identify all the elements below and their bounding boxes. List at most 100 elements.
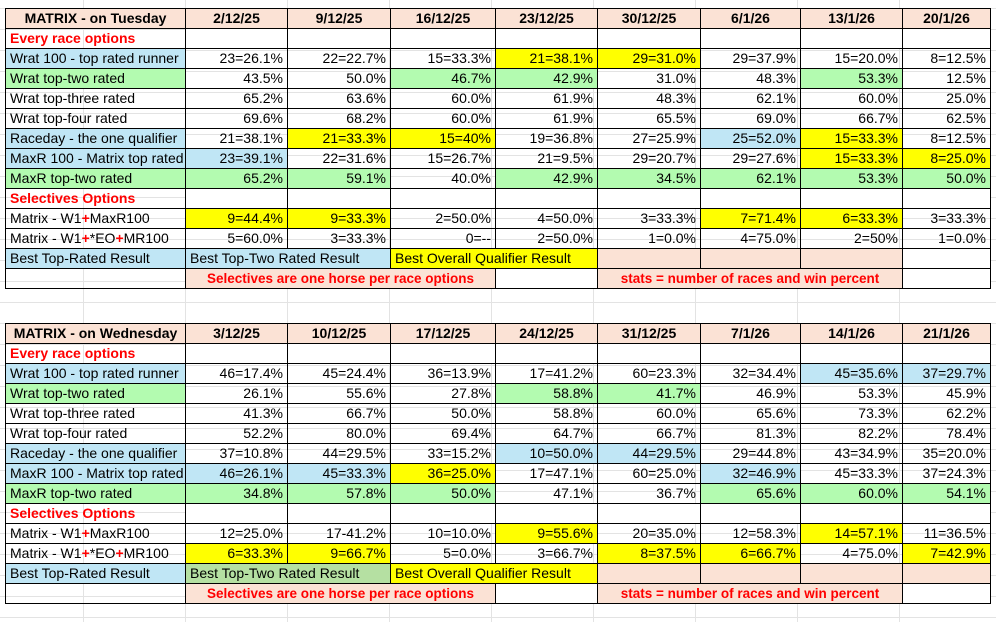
stat-cell[interactable]: 15=26.7% [390, 148, 496, 169]
stat-cell[interactable]: 21=9.5% [495, 148, 598, 169]
stat-cell[interactable]: 46=17.4% [185, 363, 288, 384]
stat-cell[interactable]: 80.0% [287, 423, 391, 444]
stat-cell[interactable]: 47.1% [495, 483, 598, 504]
stat-cell[interactable]: 5=60.0% [185, 228, 288, 249]
date-header[interactable]: 23/12/25 [495, 8, 598, 29]
stat-cell[interactable]: 81.3% [700, 423, 801, 444]
stat-cell[interactable]: 65.2% [185, 88, 288, 109]
stat-cell[interactable]: 45=24.4% [287, 363, 391, 384]
stat-cell[interactable]: 66.7% [287, 403, 391, 424]
row-label[interactable]: Raceday - the one qualifier [5, 443, 186, 464]
stat-cell[interactable]: 4=75.0% [700, 228, 801, 249]
stat-cell[interactable]: 66.7% [800, 108, 903, 129]
empty-cell[interactable] [390, 503, 496, 524]
stat-cell[interactable]: 36=25.0% [390, 463, 496, 484]
stat-cell[interactable]: 1=0.0% [597, 228, 701, 249]
stat-cell[interactable]: 42.9% [495, 168, 598, 189]
stat-cell[interactable]: 36=13.9% [390, 363, 496, 384]
stat-cell[interactable]: 53.3% [800, 383, 903, 404]
empty-cell[interactable] [902, 583, 991, 604]
stat-cell[interactable]: 21=38.1% [185, 128, 288, 149]
stat-cell[interactable]: 19=36.8% [495, 128, 598, 149]
empty-cell[interactable] [185, 503, 288, 524]
stat-cell[interactable]: 50.0% [390, 403, 496, 424]
stat-cell[interactable]: 29=31.0% [597, 48, 701, 69]
stat-cell[interactable]: 9=44.4% [185, 208, 288, 229]
stat-cell[interactable]: 45=35.6% [800, 363, 903, 384]
empty-cell[interactable] [287, 188, 391, 209]
stat-cell[interactable]: 3=33.3% [287, 228, 391, 249]
stat-cell[interactable]: 65.6% [700, 483, 801, 504]
row-label[interactable]: Matrix - W1+MaxR100 [5, 208, 186, 229]
stat-cell[interactable]: 41.7% [597, 383, 701, 404]
stat-cell[interactable]: 50.0% [390, 483, 496, 504]
stat-cell[interactable]: 7=42.9% [902, 543, 991, 564]
empty-cell[interactable] [800, 343, 903, 364]
stat-cell[interactable]: 2=50% [800, 228, 903, 249]
stat-cell[interactable]: 12=25.0% [185, 523, 288, 544]
row-label[interactable]: MaxR top-two rated [5, 483, 186, 504]
stat-cell[interactable]: 62.1% [700, 168, 801, 189]
stat-cell[interactable]: 46=26.1% [185, 463, 288, 484]
stat-cell[interactable]: 27.8% [390, 383, 496, 404]
stat-cell[interactable]: 36.7% [597, 483, 701, 504]
stat-cell[interactable]: 63.6% [287, 88, 391, 109]
row-label[interactable]: Wrat 100 - top rated runner [5, 363, 186, 384]
row-label[interactable]: MaxR top-two rated [5, 168, 186, 189]
stat-cell[interactable]: 15=40% [390, 128, 496, 149]
stat-cell[interactable]: 15=20.0% [800, 48, 903, 69]
stat-cell[interactable]: 3=33.3% [597, 208, 701, 229]
stat-cell[interactable]: 9=66.7% [287, 543, 391, 564]
empty-cell[interactable] [185, 188, 288, 209]
stat-cell[interactable]: 78.4% [902, 423, 991, 444]
empty-cell[interactable] [495, 583, 598, 604]
stat-cell[interactable]: 37=10.8% [185, 443, 288, 464]
empty-cell[interactable] [700, 248, 801, 269]
stat-cell[interactable]: 9=33.3% [287, 208, 391, 229]
stat-cell[interactable]: 66.7% [597, 423, 701, 444]
stat-cell[interactable]: 53.3% [800, 68, 903, 89]
stat-cell[interactable]: 22=22.7% [287, 48, 391, 69]
row-label[interactable]: MaxR 100 - Matrix top rated [5, 148, 186, 169]
stat-cell[interactable]: 43=34.9% [800, 443, 903, 464]
row-label[interactable]: Matrix - W1+*EO+MR100 [5, 543, 186, 564]
stat-cell[interactable]: 37=24.3% [902, 463, 991, 484]
stat-cell[interactable]: 62.2% [902, 403, 991, 424]
empty-cell[interactable] [495, 503, 598, 524]
stat-cell[interactable]: 15=33.3% [390, 48, 496, 69]
row-label[interactable]: Raceday - the one qualifier [5, 128, 186, 149]
date-header[interactable]: 2/12/25 [185, 8, 288, 29]
section-label[interactable]: Every race options [5, 28, 186, 49]
empty-cell[interactable] [597, 188, 701, 209]
stat-cell[interactable]: 61.9% [495, 88, 598, 109]
date-header[interactable]: 24/12/25 [495, 323, 598, 344]
stat-cell[interactable]: 32=46.9% [700, 463, 801, 484]
stat-cell[interactable]: 58.8% [495, 403, 598, 424]
stat-cell[interactable]: 6=33.3% [185, 543, 288, 564]
stat-cell[interactable]: 62.1% [700, 88, 801, 109]
stat-cell[interactable]: 35=20.0% [902, 443, 991, 464]
date-header[interactable]: 30/12/25 [597, 8, 701, 29]
empty-cell[interactable] [390, 28, 496, 49]
row-label[interactable]: Matrix - W1+MaxR100 [5, 523, 186, 544]
stat-cell[interactable]: 65.6% [700, 403, 801, 424]
row-label[interactable]: Wrat top-two rated [5, 383, 186, 404]
stat-cell[interactable]: 23=39.1% [185, 148, 288, 169]
stat-cell[interactable]: 17=47.1% [495, 463, 598, 484]
date-header[interactable]: 14/1/26 [800, 323, 903, 344]
stat-cell[interactable]: 5=0.0% [390, 543, 496, 564]
stat-cell[interactable]: 69.4% [390, 423, 496, 444]
stat-cell[interactable]: 12=58.3% [700, 523, 801, 544]
stat-cell[interactable]: 62.5% [902, 108, 991, 129]
stat-cell[interactable]: 22=31.6% [287, 148, 391, 169]
stat-cell[interactable]: 48.3% [700, 68, 801, 89]
empty-cell[interactable] [597, 248, 701, 269]
stat-cell[interactable]: 73.3% [800, 403, 903, 424]
stat-cell[interactable]: 8=25.0% [902, 148, 991, 169]
date-header[interactable]: 17/12/25 [390, 323, 496, 344]
row-label[interactable]: Wrat top-two rated [5, 68, 186, 89]
stat-cell[interactable]: 29=27.6% [700, 148, 801, 169]
empty-cell[interactable] [390, 188, 496, 209]
stat-cell[interactable]: 52.2% [185, 423, 288, 444]
stat-cell[interactable]: 48.3% [597, 88, 701, 109]
